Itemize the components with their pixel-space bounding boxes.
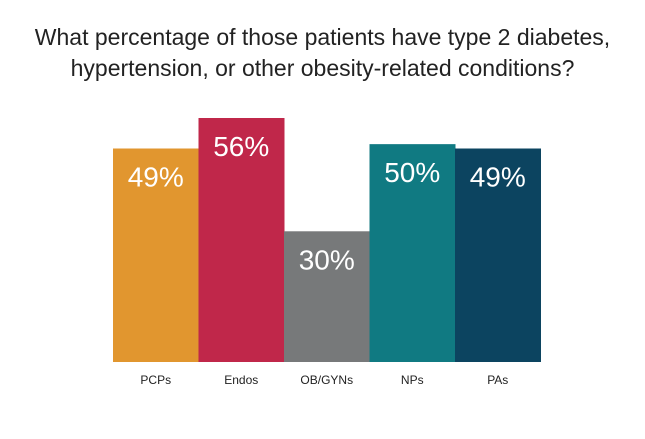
category-label: PAs: [487, 373, 508, 387]
bar-nps: [369, 144, 456, 362]
chart-title-line-1: What percentage of those patients have t…: [34, 24, 611, 50]
bar-pcps: [113, 148, 199, 362]
bar-value-label: 49%: [128, 162, 184, 193]
bar-value-label: 49%: [470, 162, 526, 193]
chart-title: What percentage of those patients have t…: [0, 22, 645, 84]
category-label: NPs: [401, 373, 424, 387]
category-label: Endos: [224, 373, 258, 387]
bar-pas: [455, 148, 541, 362]
bar-ob-gyns: [284, 231, 370, 362]
chart-title-line-2: hypertension, or other obesity-related c…: [70, 55, 575, 81]
category-label: PCPs: [140, 373, 171, 387]
bar-value-label: 56%: [213, 131, 269, 162]
category-label: OB/GYNs: [300, 373, 353, 387]
bar-endos: [198, 118, 285, 362]
bar-value-label: 50%: [384, 157, 440, 188]
bar-value-label: 30%: [299, 244, 355, 275]
